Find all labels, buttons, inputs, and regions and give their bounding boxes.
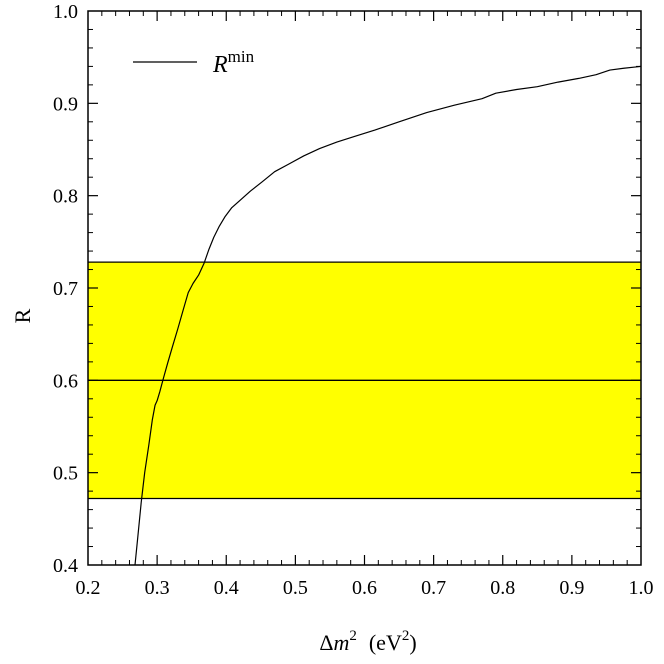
- y-tick-label: 0.4: [53, 555, 78, 577]
- series-line-r-min: [134, 65, 642, 566]
- y-tick-label: 0.8: [53, 186, 78, 208]
- axes-layer: [87, 10, 642, 566]
- band-layer: [88, 261, 641, 500]
- x-tick-label: 1.0: [629, 577, 654, 599]
- x-tick-label: 0.4: [214, 577, 239, 599]
- x-axis-label: Δm2 (eV2): [319, 628, 416, 655]
- x-tick-label: 0.7: [421, 577, 446, 599]
- y-tick-label: 1.0: [53, 1, 78, 23]
- x-tick-label: 0.2: [76, 577, 101, 599]
- line-layer: [134, 65, 642, 566]
- x-tick-label: 0.3: [145, 577, 170, 599]
- x-tick-label: 0.9: [559, 577, 584, 599]
- y-tick-label: 0.9: [53, 93, 78, 115]
- y-axis-label: R: [10, 308, 35, 323]
- x-tick-label: 0.8: [490, 577, 515, 599]
- x-tick-label: 0.6: [352, 577, 377, 599]
- x-tick-label: 0.5: [283, 577, 308, 599]
- y-tick-label: 0.6: [53, 370, 78, 392]
- y-tick-label: 0.7: [53, 278, 78, 300]
- legend-label-r-min: Rmin: [212, 47, 255, 78]
- y-tick-label: 0.5: [53, 463, 78, 485]
- tick-label-layer: 0.2 0.3 0.4 0.5 0.6 0.7 0.8 0.9 1.0 0.4 0.5 0.6 0.7 0…: [53, 1, 654, 599]
